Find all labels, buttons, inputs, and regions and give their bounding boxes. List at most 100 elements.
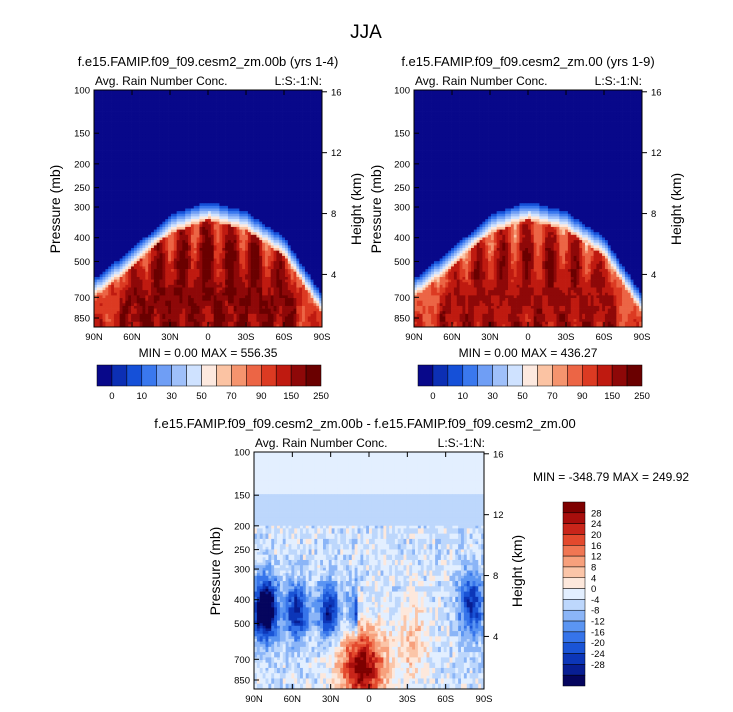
field-cell bbox=[245, 216, 249, 220]
field-cell bbox=[202, 182, 206, 186]
field-cell bbox=[202, 195, 206, 199]
field-cell bbox=[233, 176, 237, 180]
field-cell bbox=[256, 190, 260, 194]
field-cell bbox=[304, 134, 309, 138]
field-cell bbox=[307, 234, 311, 238]
field-cell bbox=[250, 240, 254, 244]
field-cell bbox=[296, 163, 300, 167]
field-cell bbox=[173, 97, 177, 101]
field-cell bbox=[142, 221, 146, 225]
field-cell bbox=[256, 132, 260, 136]
field-cell bbox=[182, 224, 186, 228]
field-cell bbox=[230, 150, 234, 154]
field-cell bbox=[136, 134, 140, 138]
field-cell bbox=[113, 155, 118, 159]
field-cell bbox=[156, 192, 160, 196]
field-cell bbox=[213, 134, 217, 138]
field-cell bbox=[111, 126, 115, 130]
field-cell bbox=[168, 208, 172, 212]
field-cell bbox=[199, 132, 203, 136]
field-cell bbox=[216, 97, 220, 101]
field-cell bbox=[202, 153, 206, 157]
field-cell bbox=[247, 208, 252, 212]
field-cell bbox=[188, 158, 192, 162]
field-cell bbox=[173, 253, 177, 257]
field-cell bbox=[262, 169, 266, 172]
field-cell bbox=[162, 90, 166, 93]
field-cell bbox=[196, 116, 200, 120]
field-cell bbox=[205, 234, 209, 238]
field-cell bbox=[245, 166, 249, 170]
field-cell bbox=[225, 208, 229, 212]
field-cell bbox=[122, 155, 126, 159]
field-cell bbox=[173, 171, 177, 175]
field-cell bbox=[296, 242, 300, 246]
field-cell bbox=[105, 95, 109, 99]
field-cell bbox=[133, 219, 138, 223]
field-cell bbox=[159, 134, 163, 138]
field-cell bbox=[310, 142, 314, 146]
field-cell bbox=[153, 232, 158, 236]
field-cell bbox=[151, 161, 155, 165]
field-cell bbox=[113, 187, 118, 191]
field-cell bbox=[304, 108, 309, 112]
field-cell bbox=[185, 169, 189, 172]
field-cell bbox=[279, 216, 283, 220]
field-cell bbox=[182, 182, 186, 186]
field-cell bbox=[302, 166, 306, 170]
field-cell bbox=[139, 161, 143, 165]
field-cell bbox=[142, 166, 146, 170]
field-cell bbox=[205, 174, 209, 178]
field-cell bbox=[176, 211, 180, 215]
field-cell bbox=[190, 137, 195, 141]
field-cell bbox=[159, 226, 163, 230]
field-cell bbox=[265, 134, 269, 138]
field-cell bbox=[131, 124, 135, 128]
field-cell bbox=[185, 203, 189, 207]
field-cell bbox=[259, 153, 263, 157]
field-cell bbox=[267, 197, 272, 201]
field-cell bbox=[290, 248, 294, 251]
field-cell bbox=[136, 213, 140, 217]
field-cell bbox=[148, 108, 152, 112]
field-cell bbox=[94, 174, 98, 178]
field-cell bbox=[230, 105, 234, 109]
field-cell bbox=[94, 121, 98, 125]
field-cell bbox=[136, 234, 140, 238]
field-cell bbox=[219, 142, 223, 146]
field-cell bbox=[216, 240, 220, 244]
field-cell bbox=[133, 169, 138, 172]
field-cell bbox=[265, 240, 269, 244]
field-cell bbox=[242, 163, 246, 167]
field-cell bbox=[151, 176, 155, 180]
field-cell bbox=[222, 182, 226, 186]
field-cell bbox=[125, 116, 129, 120]
field-cell bbox=[151, 163, 155, 167]
field-cell bbox=[216, 182, 220, 186]
field-cell bbox=[99, 111, 103, 115]
field-cell bbox=[159, 108, 163, 112]
field-cell bbox=[122, 163, 126, 167]
field-cell bbox=[142, 253, 146, 257]
field-cell bbox=[111, 253, 115, 257]
field-cell bbox=[108, 97, 112, 101]
field-cell bbox=[170, 219, 175, 223]
field-cell bbox=[245, 95, 249, 99]
field-cell bbox=[145, 208, 149, 212]
field-cell bbox=[148, 226, 152, 230]
field-cell bbox=[310, 248, 314, 251]
field-cell bbox=[173, 153, 177, 157]
field-cell bbox=[245, 232, 249, 236]
field-cell bbox=[151, 248, 155, 251]
field-cell bbox=[236, 229, 240, 233]
field-cell bbox=[219, 184, 223, 188]
field-cell bbox=[125, 155, 129, 159]
field-cell bbox=[262, 224, 266, 228]
field-cell bbox=[119, 108, 123, 112]
field-cell bbox=[128, 103, 132, 107]
field-cell bbox=[304, 242, 309, 246]
field-cell bbox=[122, 147, 126, 151]
field-cell bbox=[136, 174, 140, 178]
field-cell bbox=[213, 161, 217, 165]
field-cell bbox=[208, 245, 212, 249]
